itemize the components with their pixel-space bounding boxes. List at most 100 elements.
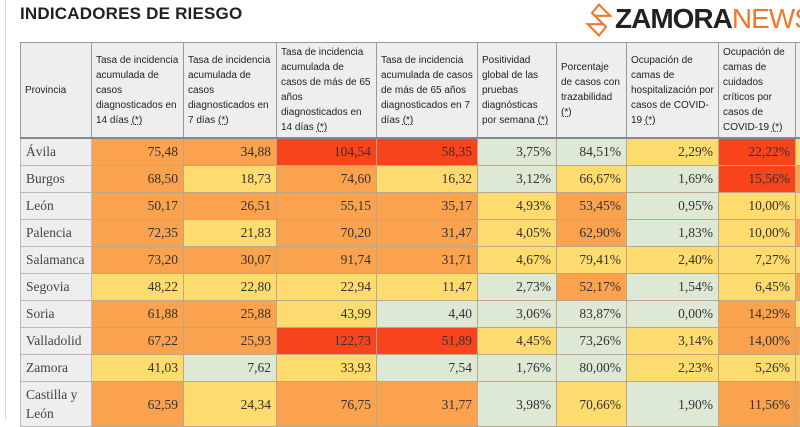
risk-indicators-table: Provincia Tasa de incidencia acumulada de… <box>20 42 800 427</box>
province-cell: Soria <box>21 301 92 328</box>
header-label: Ocupación de camas de cuidados críticos … <box>723 47 785 133</box>
header-label: Positividad global de las pruebas diagnó… <box>482 55 538 126</box>
value-cell: 31,71 <box>377 247 478 274</box>
clipped-cell <box>796 193 800 220</box>
value-cell: 91,74 <box>277 247 377 274</box>
clipped-cell <box>796 166 800 193</box>
value-cell: 4,40 <box>377 301 478 328</box>
value-cell: 4,45% <box>478 328 557 355</box>
value-cell: 1,83% <box>627 220 719 247</box>
clipped-cell <box>796 301 800 328</box>
value-cell: 4,67% <box>478 247 557 274</box>
header-label: Tasa de incidencia acumulada de casos di… <box>188 55 270 126</box>
value-cell: 72,35 <box>92 220 184 247</box>
value-cell: 41,03 <box>92 355 184 382</box>
header-label: Provincia <box>25 85 66 96</box>
footnote-link[interactable]: (*) <box>218 115 229 126</box>
value-cell: 15,56% <box>719 166 796 193</box>
value-cell: 22,22% <box>719 138 796 166</box>
value-cell: 73,20 <box>92 247 184 274</box>
province-cell: Segovia <box>21 274 92 301</box>
logo-text-news: NEWS <box>732 3 800 34</box>
column-header: Ocupación de camas de cuidados críticos … <box>719 43 796 139</box>
column-header-clipped <box>796 43 800 139</box>
header-label: Ocupación de camas de hospitalización po… <box>631 55 714 126</box>
value-cell: 21,83 <box>184 220 277 247</box>
value-cell: 18,73 <box>184 166 277 193</box>
value-cell: 2,40% <box>627 247 719 274</box>
province-cell: Ávila <box>21 138 92 166</box>
value-cell: 3,75% <box>478 138 557 166</box>
footnote-link[interactable]: (*) <box>561 107 572 118</box>
value-cell: 84,51% <box>557 138 627 166</box>
value-cell: 31,47 <box>377 220 478 247</box>
column-header: Positividad global de las pruebas diagnó… <box>478 43 557 139</box>
value-cell: 62,90% <box>557 220 627 247</box>
footnote-link[interactable]: (*) <box>645 115 656 126</box>
value-cell: 74,60 <box>277 166 377 193</box>
value-cell: 52,17% <box>557 274 627 301</box>
value-cell: 0,00% <box>627 301 719 328</box>
footnote-link[interactable]: (*) <box>403 115 414 126</box>
table-header-row: Provincia Tasa de incidencia acumulada de… <box>21 43 800 139</box>
value-cell: 14,29% <box>719 301 796 328</box>
value-cell: 7,62 <box>184 355 277 382</box>
value-cell: 35,17 <box>377 193 478 220</box>
value-cell: 25,88 <box>184 301 277 328</box>
value-cell: 67,22 <box>92 328 184 355</box>
value-cell: 33,93 <box>277 355 377 382</box>
value-cell: 22,80 <box>184 274 277 301</box>
column-header: Tasa de incidencia acumulada de casos di… <box>92 43 184 139</box>
clipped-cell <box>796 355 800 382</box>
value-cell: 34,88 <box>184 138 277 166</box>
value-cell: 1,54% <box>627 274 719 301</box>
clipped-cell <box>796 328 800 355</box>
value-cell: 43,99 <box>277 301 377 328</box>
value-cell: 2,29% <box>627 138 719 166</box>
clipped-cell <box>796 274 800 301</box>
province-cell: Zamora <box>21 355 92 382</box>
value-cell: 51,89 <box>377 328 478 355</box>
province-cell: Valladolid <box>21 328 92 355</box>
value-cell: 61,88 <box>92 301 184 328</box>
column-header: Tasa de incidencia acumulada de casos de… <box>277 43 377 139</box>
value-cell: 25,93 <box>184 328 277 355</box>
value-cell: 3,06% <box>478 301 557 328</box>
footnote-link[interactable]: (*) <box>772 122 783 133</box>
value-cell: 83,87% <box>557 301 627 328</box>
value-cell: 58,35 <box>377 138 478 166</box>
value-cell: 80,00% <box>557 355 627 382</box>
value-cell: 70,20 <box>277 220 377 247</box>
footnote-link[interactable]: (*) <box>132 115 143 126</box>
value-cell: 10,00% <box>719 193 796 220</box>
footnote-link[interactable]: (*) <box>538 115 549 126</box>
value-cell: 73,26% <box>557 328 627 355</box>
value-cell: 79,41% <box>557 247 627 274</box>
footnote-link[interactable]: (*) <box>317 122 328 133</box>
province-cell: Salamanca <box>21 247 92 274</box>
value-cell: 16,32 <box>377 166 478 193</box>
value-cell: 3,12% <box>478 166 557 193</box>
column-header: Ocupación de camas de hospitalización po… <box>627 43 719 139</box>
value-cell: 2,73% <box>478 274 557 301</box>
value-cell: 2,23% <box>627 355 719 382</box>
column-header: Tasa de incidencia acumulada de casos di… <box>184 43 277 139</box>
value-cell: 11,47 <box>377 274 478 301</box>
value-cell: 75,48 <box>92 138 184 166</box>
value-cell: 30,07 <box>184 247 277 274</box>
column-header: Porcentaje de casos con trazabilidad (*) <box>557 43 627 139</box>
clipped-cell <box>796 247 800 274</box>
clipped-cell <box>796 220 800 247</box>
logo-text: ZAMORA <box>615 3 732 34</box>
value-cell: 4,05% <box>478 220 557 247</box>
value-cell: 5,26% <box>719 355 796 382</box>
value-cell: 4,93% <box>478 193 557 220</box>
value-cell: 22,94 <box>277 274 377 301</box>
value-cell: 1,69% <box>627 166 719 193</box>
